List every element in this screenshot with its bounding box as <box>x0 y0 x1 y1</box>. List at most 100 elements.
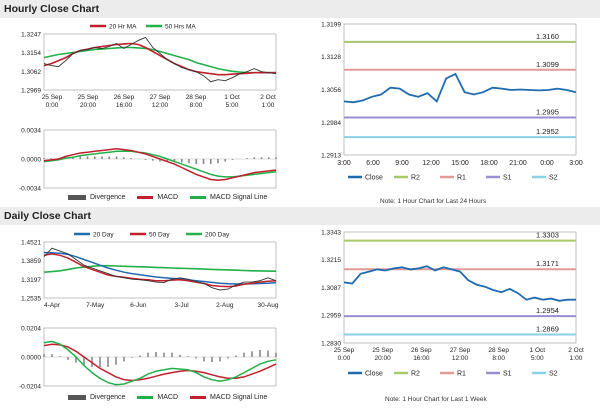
hourly-note: Note: 1 Hour Chart for Last 24 Hours <box>380 198 487 205</box>
hourly-price-ytick-3: 1.2969 <box>21 88 41 95</box>
hourly-price-ytick-0: 1.3247 <box>21 32 41 39</box>
daily-pivot-ytick-2: 1.3087 <box>321 285 341 292</box>
hourly-pivot-xtick-0: 3:00 <box>337 160 351 167</box>
pivot-legend-label-r2: R2 <box>411 175 420 182</box>
level-label-r1: 1.3099 <box>536 60 559 69</box>
daily-note: Note: 1 Hour Chart for Last 1 Week <box>385 396 487 403</box>
hourly-price-xtick-6-a: 2 Oct <box>260 94 276 101</box>
hourly-pivot-xtick-2: 9:00 <box>395 160 409 167</box>
hourly-price-xtick-0-b: 0:00 <box>46 102 59 109</box>
daily-price-legend-label-0: 20 Day <box>93 232 114 239</box>
pivot-legend-label-r1: R1 <box>457 371 466 378</box>
level-label-s1: 1.2954 <box>536 306 559 315</box>
hourly-macd-ytick-2: -0.0034 <box>19 186 41 193</box>
daily-price-xtick-0: 4-Apr <box>44 302 61 309</box>
daily-pivot-ytick-1: 1.3215 <box>321 257 341 264</box>
daily-price-xtick-5: 30-Aug <box>258 302 279 309</box>
ma20-line <box>43 253 277 288</box>
daily-pivot-xtick-6-b: 1:00 <box>570 355 583 362</box>
daily-pivot-xtick-1-b: 20:00 <box>375 355 392 362</box>
daily-macd-ytick-2: -0.0204 <box>19 384 41 391</box>
hourly-price-xtick-4-a: 28 Sep <box>186 94 207 101</box>
hourly-pivot-chart: 1.3199 1.3128 1.3056 1.2984 1.2913 1.3160 1.30… <box>321 22 583 182</box>
pivot-legend-label-s2: S2 <box>549 371 558 378</box>
daily-pivot-ytick-4: 1.2830 <box>321 341 341 348</box>
hourly-pivot-ytick-1: 1.3128 <box>321 54 341 61</box>
legend-macd-daily: MACD <box>137 394 178 401</box>
hourly-macd-ytick-0: 0.0034 <box>21 128 41 135</box>
daily-macd-chart: 0.0204 0.0000 -0.0204 <box>19 326 277 391</box>
daily-price-legend-label-2: 200 Day <box>205 232 230 239</box>
daily-pivot-xtick-4-b: 8:00 <box>492 355 505 362</box>
daily-section-title: Daily Close Chart <box>0 207 600 225</box>
hourly-price-xtick-1-a: 25 Sep <box>78 94 99 101</box>
hourly-price-xtick-3-a: 27 Sep <box>150 94 171 101</box>
daily-price-ytick-1: 1.3859 <box>21 258 41 265</box>
daily-price-ytick-2: 1.3197 <box>21 277 41 284</box>
close-line <box>43 36 277 83</box>
daily-macd-legend: Divergence MACD MACD Signal Line <box>68 394 279 401</box>
hourly-price-xtick-5-b: 5:00 <box>226 102 239 109</box>
hourly-macd-legend: Divergence MACD MACD Signal Line <box>68 194 279 201</box>
macd-line <box>43 340 277 386</box>
macd-signal-line <box>43 150 277 178</box>
daily-macd-ytick-1: 0.0000 <box>21 355 41 362</box>
level-label-r1: 1.3171 <box>536 259 559 268</box>
plot-frame <box>43 33 277 91</box>
hourly-price-xtick-0-a: 25 Sep <box>42 94 63 101</box>
ma20-line <box>43 42 276 76</box>
ma200-line <box>43 264 277 273</box>
legend-signal: MACD Signal Line <box>190 194 267 201</box>
pivot-legend-label-close: Close <box>365 371 383 378</box>
daily-pivot-chart: 1.3343 1.3215 1.3087 1.2959 1.2830 1.3303 1.31… <box>321 230 584 378</box>
close-line <box>343 265 576 302</box>
daily-pivot-ytick-3: 1.2959 <box>321 313 341 320</box>
daily-pivot-xtick-3-a: 27 Sep <box>450 347 471 354</box>
daily-pivot-xtick-0-b: 0:00 <box>338 355 351 362</box>
hourly-price-xtick-4-b: 8:00 <box>190 102 203 109</box>
daily-price-xtick-1: 7-May <box>86 302 105 309</box>
plot-frame <box>343 23 577 156</box>
hourly-price-xtick-2-a: 26 Sep <box>114 94 135 101</box>
hourly-price-legend-label-0: 20 Hr MA <box>109 24 137 31</box>
daily-price-xtick-2: 6-Jun <box>130 302 147 309</box>
legend-divergence-daily: Divergence <box>68 394 125 401</box>
daily-price-xtick-4: 2-Aug <box>216 302 234 309</box>
daily-pivot-xtick-0-a: 25 Sep <box>334 347 355 354</box>
level-label-s2: 1.2869 <box>536 325 559 334</box>
pivot-legend-label-s1: S1 <box>503 371 512 378</box>
legend-macd: MACD <box>137 194 178 201</box>
legend-divergence: Divergence <box>68 194 125 201</box>
daily-price-ytick-0: 1.4521 <box>21 240 41 247</box>
hourly-price-legend-label-1: 50 Hrs MA <box>165 24 196 31</box>
hourly-section-title: Hourly Close Chart <box>0 0 600 18</box>
daily-pivot-ytick-0: 1.3343 <box>321 230 341 237</box>
hourly-price-xtick-6-b: 1:00 <box>262 102 275 109</box>
pivot-legend-label-r1: R1 <box>457 175 466 182</box>
level-label-r2: 1.3303 <box>536 231 559 240</box>
macd-line <box>43 148 277 182</box>
hourly-pivot-ytick-4: 1.2913 <box>321 153 341 160</box>
hourly-macd-ytick-1: 0.0000 <box>21 157 41 164</box>
hourly-pivot-ytick-2: 1.3056 <box>321 87 341 94</box>
legend-signal-daily: MACD Signal Line <box>190 394 267 401</box>
hourly-pivot-xtick-8: 3:00 <box>569 160 583 167</box>
hourly-pivot-ytick-3: 1.2984 <box>321 120 341 127</box>
hourly-price-ytick-2: 1.3062 <box>21 69 41 76</box>
daily-pivot-xtick-5-b: 5:00 <box>531 355 544 362</box>
hourly-macd-chart: 0.0034 0.0000 -0.0034 <box>19 128 277 193</box>
ma50-line <box>43 46 276 74</box>
daily-pivot-xtick-2-b: 16:00 <box>413 355 430 362</box>
hourly-price-xtick-3-b: 12:00 <box>152 102 169 109</box>
hourly-pivot-xtick-1: 6:00 <box>366 160 380 167</box>
pivot-legend-label-s1: S1 <box>503 175 512 182</box>
plot-frame <box>343 231 577 344</box>
pivot-legend-label-close: Close <box>365 175 383 182</box>
level-label-s2: 1.2952 <box>536 127 559 136</box>
pivot-legend-label-r2: R2 <box>411 371 420 378</box>
daily-price-ytick-3: 1.2535 <box>21 296 41 303</box>
hourly-price-xtick-1-b: 20:00 <box>80 102 97 109</box>
plot-frame <box>43 241 277 299</box>
hourly-pivot-xtick-7: 0:00 <box>540 160 554 167</box>
hourly-pivot-xtick-6: 21:00 <box>509 160 527 167</box>
